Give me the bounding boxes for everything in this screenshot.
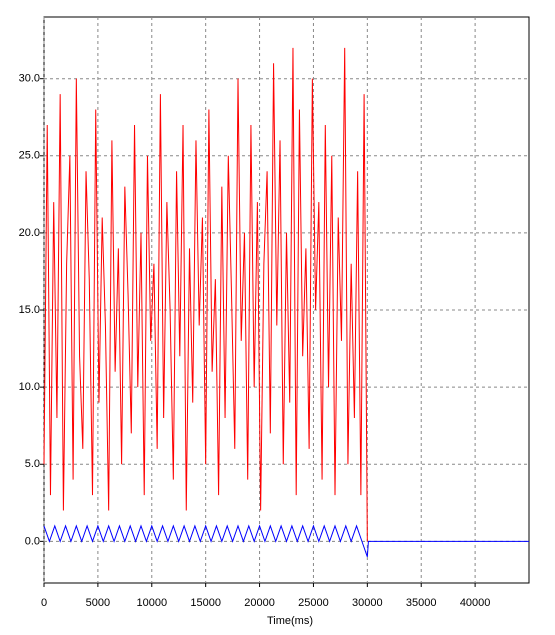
x-axis-label: Time(ms) <box>267 615 313 627</box>
y-tick-label: 10.0 <box>19 381 40 393</box>
y-tick-label: 5.0 <box>25 458 40 470</box>
x-tick-label: 10000 <box>136 597 167 609</box>
x-tick-label: 20000 <box>244 597 275 609</box>
x-tick-label: 35000 <box>406 597 437 609</box>
y-tick-label: 25.0 <box>19 150 40 162</box>
y-tick-label: 20.0 <box>19 227 40 239</box>
y-tick-label: 30.0 <box>19 73 40 85</box>
x-tick-label: 25000 <box>298 597 329 609</box>
series-line <box>43 524 529 557</box>
y-tick-label: 15.0 <box>19 304 40 316</box>
series-line <box>43 47 368 542</box>
x-tick-label: 30000 <box>352 597 383 609</box>
x-tick-label: 0 <box>41 597 47 609</box>
y-tick-label: 0.0 <box>25 535 40 547</box>
x-tick-label: 5000 <box>86 597 110 609</box>
plot-frame <box>43 16 530 584</box>
x-tick-label: 40000 <box>460 597 491 609</box>
x-tick-label: 15000 <box>190 597 221 609</box>
